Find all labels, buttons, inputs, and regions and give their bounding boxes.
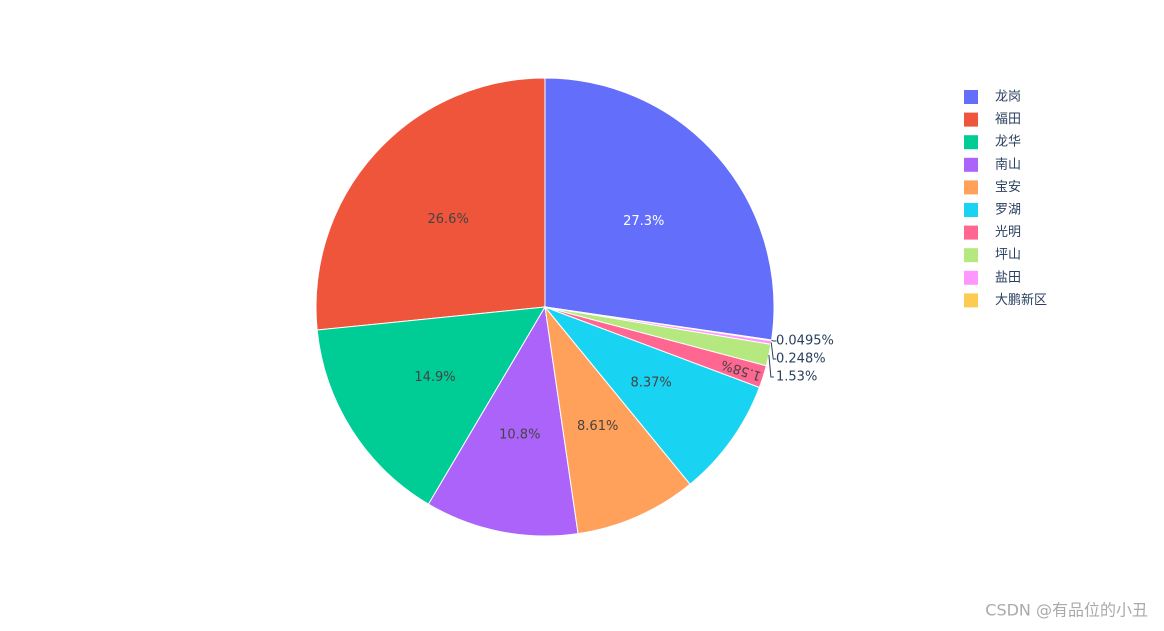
pie-slice[interactable] (316, 306, 546, 505)
slice-label: 0.248% (776, 352, 826, 367)
leader-line (770, 342, 777, 360)
pie-slice[interactable] (544, 77, 775, 341)
slice-label: 1.53% (776, 370, 817, 385)
legend-swatch[interactable] (964, 90, 978, 104)
slice-label: 8.37% (630, 376, 671, 391)
legend-swatch[interactable] (964, 293, 978, 308)
pie-slice[interactable] (544, 305, 691, 535)
legend-swatch[interactable] (964, 270, 978, 285)
legend-label[interactable]: 大鹏新区 (995, 292, 1047, 308)
legend-swatch[interactable] (964, 203, 978, 217)
legend-swatch[interactable] (964, 135, 978, 150)
leader-line (768, 355, 774, 378)
legend-label[interactable]: 盐田 (995, 270, 1021, 285)
legend-swatch[interactable] (964, 248, 978, 263)
legend-label[interactable]: 龙岗 (995, 90, 1021, 105)
slice-label: 8.61% (577, 419, 618, 434)
legend-swatch[interactable] (964, 157, 978, 172)
legend-label[interactable]: 龙华 (995, 135, 1021, 150)
legend-label[interactable]: 福田 (995, 112, 1021, 127)
legend-label[interactable]: 南山 (995, 156, 1021, 172)
legend-swatch[interactable] (964, 112, 978, 127)
watermark: CSDN @有品位的小丑 (985, 601, 1148, 620)
slice-label: 27.3% (623, 214, 664, 229)
legend-label[interactable]: 坪山 (995, 248, 1021, 263)
pie-slice[interactable] (543, 305, 761, 485)
slice-label: 0.0495% (776, 334, 834, 349)
legend-label[interactable]: 罗湖 (995, 203, 1021, 218)
pie-slice[interactable] (427, 305, 579, 537)
legend-swatch[interactable] (964, 225, 978, 240)
legend-label[interactable]: 宝安 (995, 180, 1021, 195)
slice-label: 10.8% (499, 428, 540, 443)
pie-slice[interactable] (315, 77, 546, 331)
legend-label[interactable]: 光明 (995, 225, 1021, 240)
slice-label: 26.6% (428, 212, 469, 227)
slice-label: 14.9% (414, 370, 455, 385)
leader-line (771, 339, 777, 342)
legend-swatch[interactable] (964, 180, 978, 195)
